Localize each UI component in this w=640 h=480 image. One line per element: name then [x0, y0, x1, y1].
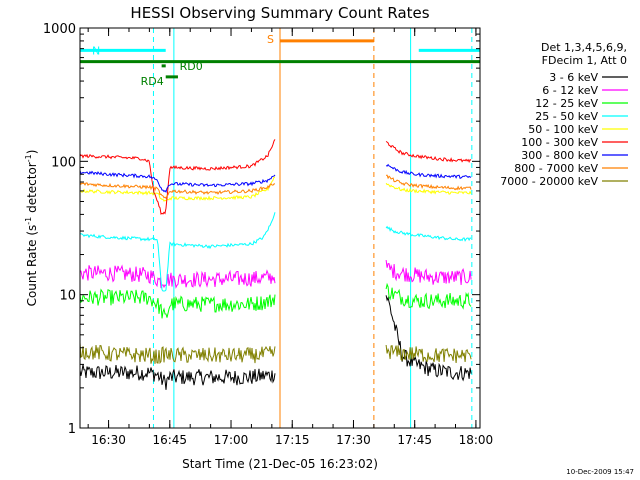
x-tick-label-17-00: 17:00 — [214, 433, 249, 447]
legend-label-7000-20000-kev: 7000 - 20000 keV — [500, 175, 598, 188]
series-100-300-kev — [79, 139, 472, 215]
y-axis: 1 10 100 1000 — [43, 22, 480, 437]
flag-label-s: S — [267, 33, 274, 46]
x-tick-label-17-15: 17:15 — [275, 433, 310, 447]
flag-label-rd4: RD4 — [141, 75, 164, 88]
x-tick-label-16-45: 16:45 — [152, 433, 187, 447]
legend-header-line-2: FDecim 1, Att 0 — [542, 54, 627, 67]
legend-label-3-6-kev: 3 - 6 keV — [549, 71, 598, 84]
series-12-25-kev-segment-1 — [79, 288, 276, 319]
y-tick-label-100: 100 — [51, 155, 76, 170]
legend-label-50-100-kev: 50 - 100 keV — [528, 123, 598, 136]
series-7000-20000-kev — [79, 342, 472, 365]
series-25-50-kev — [79, 212, 472, 292]
x-tick-label-17-45: 17:45 — [397, 433, 432, 447]
y-tick-label-1: 1 — [68, 422, 76, 437]
legend: Det 1,3,4,5,6,9, FDecim 1, Att 0 3 - 6 k… — [500, 41, 628, 188]
series-800-7000-kev-segment-2 — [386, 174, 472, 191]
series-6-12-kev — [79, 260, 472, 289]
series-3-6-kev-segment-1 — [79, 364, 276, 390]
series-3-6-kev-segment-2 — [385, 295, 472, 382]
y-tick-label-10: 10 — [59, 289, 76, 304]
data-series — [79, 139, 472, 390]
x-tick-label-16-30: 16:30 — [91, 433, 126, 447]
legend-label-300-800-kev: 300 - 800 keV — [521, 149, 598, 162]
flag-label-n: N — [92, 44, 100, 57]
observing-flag-bars: N RD4 RD0 S — [80, 33, 480, 88]
series-7000-20000-kev-segment-1 — [79, 342, 276, 365]
series-100-300-kev-segment-1 — [79, 139, 276, 215]
y-axis-label: Count Rate (s-1 detector-1) — [24, 150, 39, 307]
legend-label-6-12-kev: 6 - 12 keV — [542, 84, 598, 97]
series-7000-20000-kev-segment-2 — [385, 344, 472, 364]
x-axis: 16:30 16:45 17:00 17:15 17:30 17:45 18:00 — [87, 28, 494, 447]
series-300-800-kev-segment-2 — [385, 163, 472, 179]
generated-timestamp: 10-Dec-2009 15:47 — [566, 468, 634, 476]
x-axis-label: Start Time (21-Dec-05 16:23:02) — [182, 457, 378, 471]
series-3-6-kev — [79, 295, 472, 390]
legend-label-12-25-kev: 12 - 25 keV — [535, 97, 598, 110]
observing-intervals — [79, 28, 473, 428]
legend-label-25-50-kev: 25 - 50 keV — [535, 110, 598, 123]
series-50-100-kev-segment-1 — [79, 176, 275, 202]
chart-title: HESSI Observing Summary Count Rates — [130, 4, 429, 22]
series-50-100-kev-segment-2 — [385, 182, 472, 195]
series-25-50-kev-segment-2 — [385, 225, 472, 242]
series-300-800-kev-segment-1 — [79, 170, 276, 194]
x-tick-label-17-30: 17:30 — [336, 433, 371, 447]
legend-label-100-300-kev: 100 - 300 keV — [521, 136, 598, 149]
legend-label-800-7000-kev: 800 - 7000 keV — [514, 162, 598, 175]
x-tick-label-18-00: 18:00 — [459, 433, 494, 447]
series-50-100-kev — [79, 176, 472, 202]
flag-label-rd0: RD0 — [180, 60, 203, 73]
series-300-800-kev — [79, 163, 472, 194]
plot-frame — [79, 27, 481, 429]
series-100-300-kev-segment-2 — [385, 140, 472, 163]
y-tick-label-1000: 1000 — [43, 22, 76, 37]
series-800-7000-kev-segment-1 — [79, 182, 276, 200]
series-12-25-kev — [79, 282, 472, 319]
series-25-50-kev-segment-1 — [79, 212, 276, 292]
series-6-12-kev-segment-2 — [385, 260, 472, 286]
series-800-7000-kev — [79, 174, 472, 200]
legend-header-line-1: Det 1,3,4,5,6,9, — [541, 41, 627, 54]
series-6-12-kev-segment-1 — [79, 264, 276, 289]
series-12-25-kev-segment-2 — [385, 282, 472, 310]
